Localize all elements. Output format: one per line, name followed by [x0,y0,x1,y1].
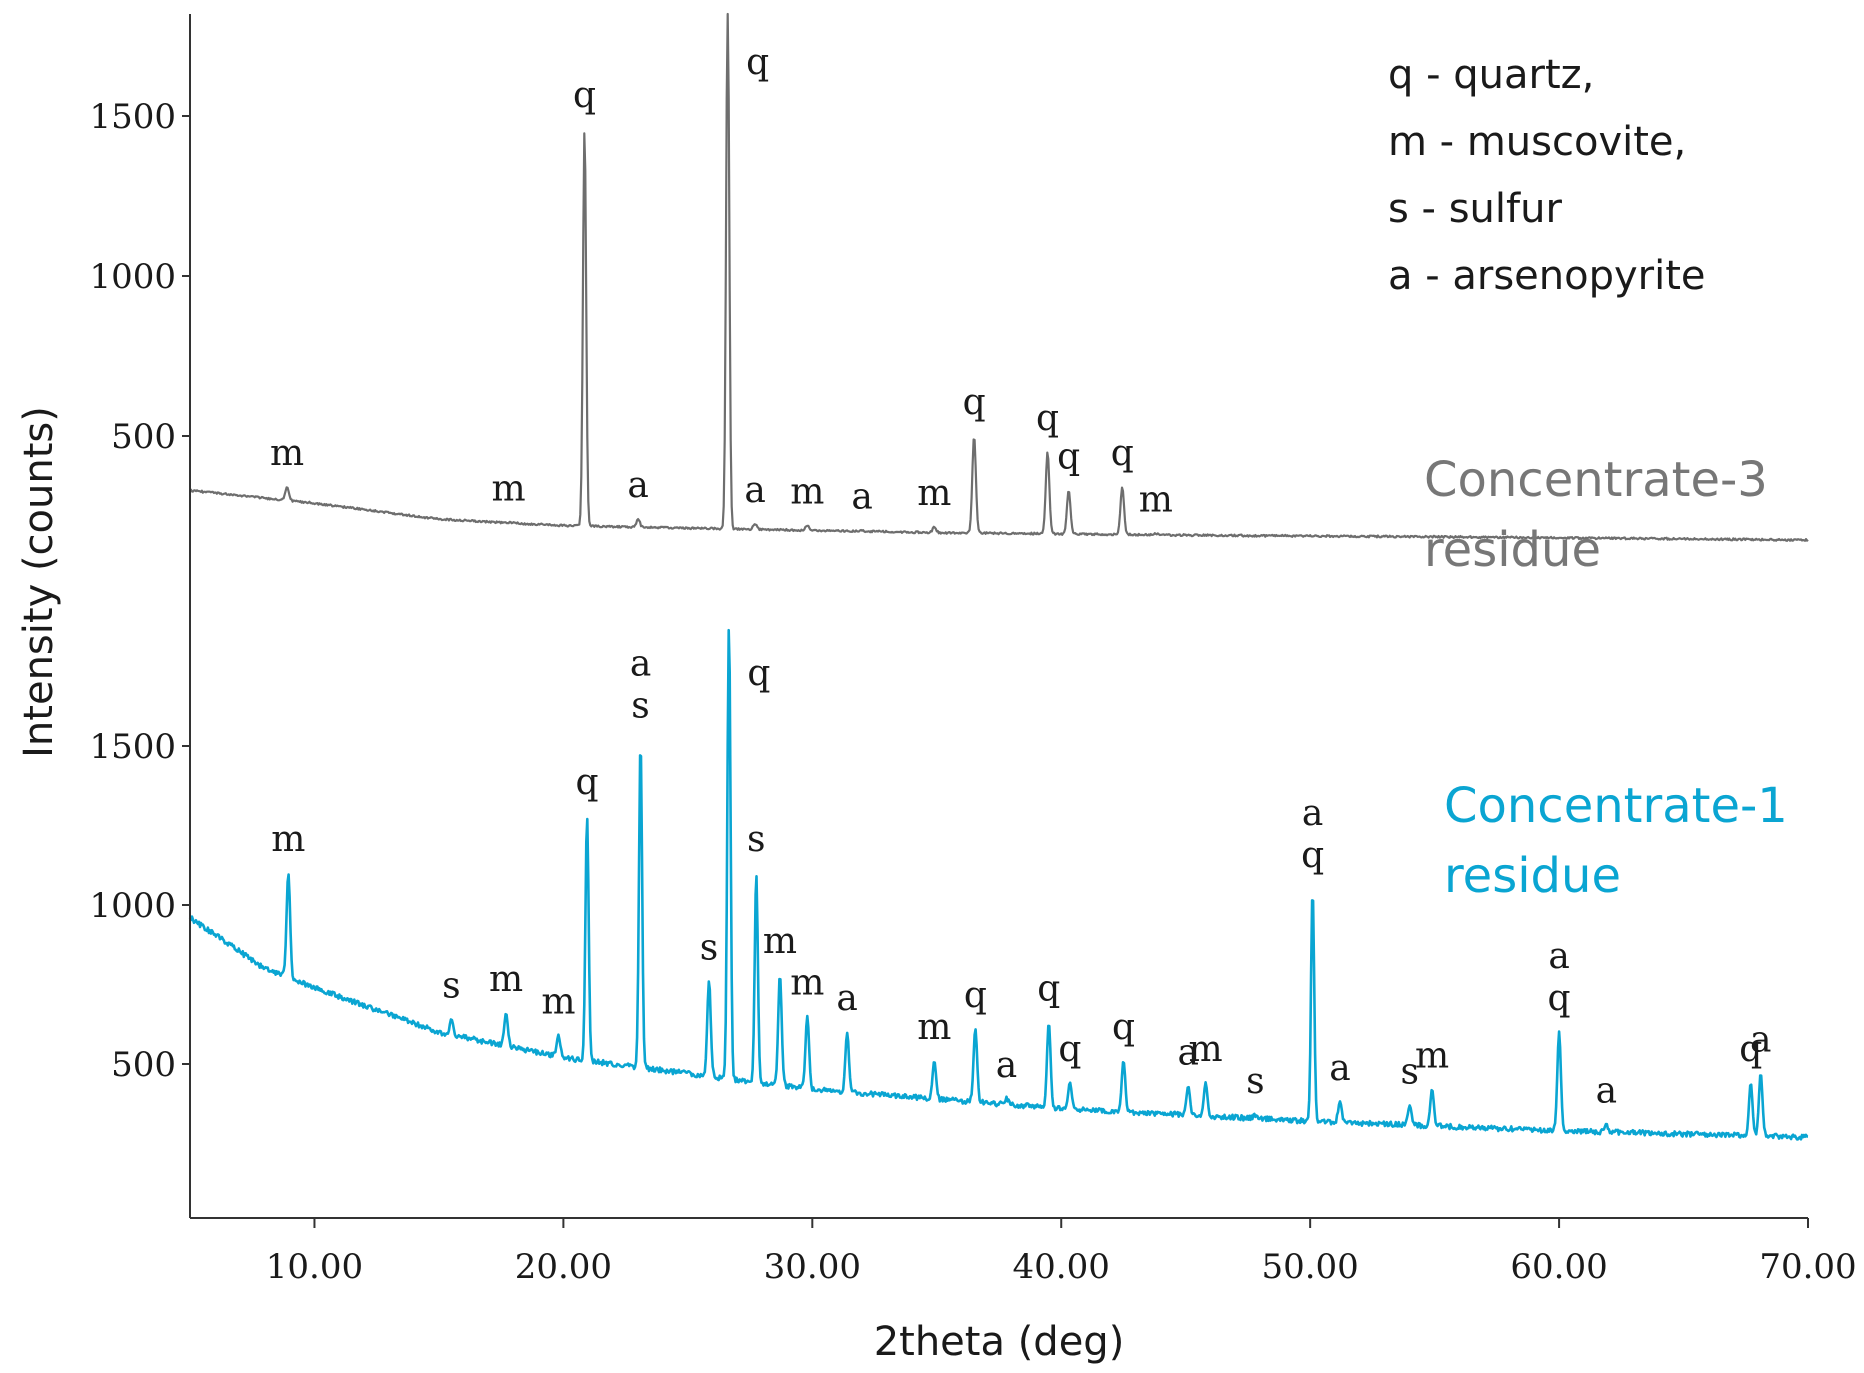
peak-label: a [1548,936,1569,977]
peak-label: q [1548,978,1571,1019]
series-label-concentrate-1-line2: residue [1444,848,1621,904]
series-label-concentrate-3: Concentrate-3 residue [1424,452,1768,578]
peak-label: a [1177,1032,1198,1073]
y-tick-label: 500 [111,417,176,457]
peak-label: s [1246,1061,1264,1102]
peak-label: m [489,959,523,1000]
peak-label: q [573,75,596,116]
peak-label: a [627,465,648,506]
series-line-concentrate-1 [188,628,1809,1141]
peak-label: s [631,686,649,727]
peak-label: m [271,819,305,860]
x-axis-title: 2theta (deg) [874,1319,1125,1365]
peak-label: q [1036,398,1059,439]
legend-entry-muscovite: m - muscovite, [1388,119,1686,165]
x-tick-label: 50.00 [1261,1247,1358,1287]
y-tick-label: 1000 [89,886,176,926]
peak-label: a [836,978,857,1019]
series-label-concentrate-1: Concentrate-1 residue [1444,778,1788,904]
peak-label: q [1112,1007,1135,1048]
peak-label: q [1057,436,1080,477]
y-tick-label: 1500 [89,727,176,767]
peak-label: m [541,981,575,1022]
x-tick-label: 10.00 [266,1247,363,1287]
peak-label: a [1596,1070,1617,1111]
y-tick-label: 1500 [89,97,176,137]
x-tick-label: 70.00 [1759,1247,1856,1287]
peak-label: m [492,468,526,509]
peak-label: m [790,962,824,1003]
legend: q - quartz, m - muscovite, s - sulfur a … [1388,52,1706,299]
peak-label: a [996,1045,1017,1086]
peak-label: q [1111,433,1134,474]
x-tick-label: 20.00 [515,1247,612,1287]
peak-label: m [790,472,824,513]
peak-label: s [1400,1051,1418,1092]
peak-label: m [1139,480,1173,521]
peak-label: q [746,42,769,83]
x-tick-label: 30.00 [764,1247,861,1287]
legend-entry-sulfur: s - sulfur [1388,186,1562,232]
peak-label: q [1739,1029,1762,1070]
y-tick-label: 500 [111,1045,176,1085]
peak-label: m [917,1007,951,1048]
series-label-concentrate-3-line1: Concentrate-3 [1424,452,1768,508]
x-tick-label: 60.00 [1510,1247,1607,1287]
peak-label: q [964,975,987,1016]
peak-label: a [851,476,872,517]
peak-label: m [763,921,797,962]
peak-label: m [917,473,951,514]
series-label-concentrate-1-line1: Concentrate-1 [1444,778,1788,834]
series-line-concentrate-3 [189,12,1809,542]
peak-label: m [1415,1035,1449,1076]
x-tick-label: 40.00 [1013,1247,1110,1287]
peak-label: a [1329,1048,1350,1089]
legend-entry-quartz: q - quartz, [1388,52,1594,98]
peak-label: a [1750,1020,1771,1061]
peak-label: q [963,382,986,423]
peak-label: q [747,653,770,694]
series-label-concentrate-3-line2: residue [1424,522,1601,578]
peak-label: a [744,470,765,511]
peak-label: s [442,965,460,1006]
peak-label: q [1037,969,1060,1010]
peak-label: q [1058,1029,1081,1070]
peak-label: s [747,819,765,860]
legend-entry-arsenopyrite: a - arsenopyrite [1388,253,1706,299]
peak-label: m [1189,1029,1223,1070]
peak-label: a [1302,793,1323,834]
peak-label: s [700,927,718,968]
peak-label: a [630,644,651,685]
peak-label: q [576,762,599,803]
y-axis-title: Intensity (counts) [16,406,62,758]
peak-label: q [1301,835,1324,876]
y-tick-label: 1000 [89,257,176,297]
peak-label: m [270,433,304,474]
